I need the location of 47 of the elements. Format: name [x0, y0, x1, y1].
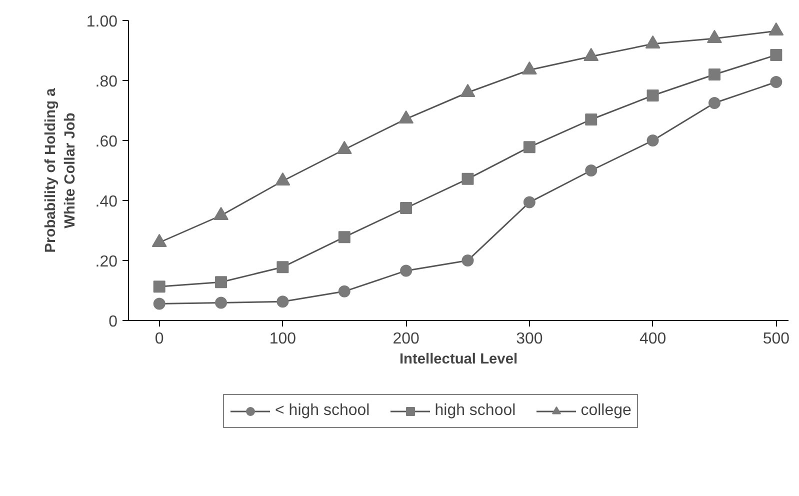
x-axis-title: Intellectual Level: [399, 352, 518, 368]
point: [585, 164, 598, 176]
point: [523, 141, 536, 154]
point: [522, 61, 537, 75]
x-tick-label: 400: [639, 330, 666, 348]
point: [276, 261, 289, 274]
point: [523, 196, 536, 208]
legend-label: < high school: [275, 402, 370, 420]
point: [398, 110, 414, 124]
point: [645, 35, 660, 48]
point: [338, 231, 350, 244]
point: [400, 264, 412, 277]
point: [215, 296, 228, 309]
point: [585, 114, 598, 126]
point: [400, 202, 412, 214]
point: [462, 172, 474, 185]
x-tick-label: 500: [762, 330, 790, 348]
point: [336, 140, 352, 154]
x-tick-label: 0: [154, 330, 164, 348]
point: [153, 280, 166, 293]
y-tick-label: .60: [95, 134, 118, 150]
point: [706, 30, 722, 44]
x-tick-label: 200: [392, 330, 420, 348]
point: [462, 254, 474, 266]
point: [584, 48, 599, 62]
y-tick-label: 1.00: [86, 14, 118, 30]
point: [708, 68, 720, 80]
legend-label: college: [580, 402, 632, 420]
point: [770, 49, 782, 61]
y-tick-label: .80: [95, 74, 118, 90]
point: [338, 285, 350, 298]
y-axis-title: Probability of Holding a White Collar Job: [43, 87, 78, 253]
x-tick-label: 100: [269, 330, 296, 348]
y-tick-label: .40: [95, 194, 118, 210]
point: [153, 298, 166, 310]
x-tick-label: 300: [516, 330, 543, 348]
point: [276, 296, 289, 308]
point: [768, 22, 784, 36]
point: [460, 84, 476, 98]
y-tick-label: 0: [108, 314, 118, 330]
legend-label: high school: [434, 402, 516, 420]
point: [770, 76, 782, 88]
point: [215, 276, 228, 288]
point: [646, 90, 659, 102]
point: [646, 134, 659, 146]
y-tick-label: .20: [95, 254, 118, 270]
point: [708, 97, 720, 109]
